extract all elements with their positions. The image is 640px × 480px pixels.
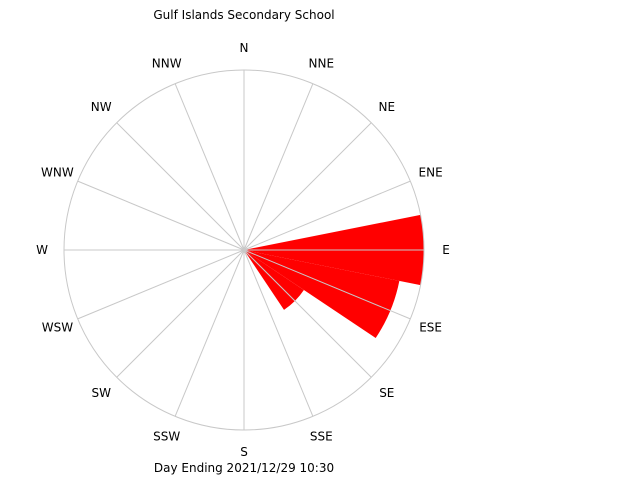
direction-label-nne: NNE [309,56,335,70]
spoke-ne [243,122,372,251]
grid-group [63,69,425,431]
direction-label-wsw: WSW [42,320,73,334]
spoke-ssw [174,249,245,417]
direction-label-ese: ESE [419,320,442,334]
wedge-ese [244,250,400,338]
direction-label-se: SE [379,386,394,400]
spoke-wnw [77,180,245,251]
chart-title: Gulf Islands Secondary School [153,8,334,22]
direction-label-wnw: WNW [41,166,74,180]
direction-label-nnw: NNW [152,56,182,70]
direction-label-e: E [442,243,450,257]
spoke-sw [116,249,245,378]
direction-label-ssw: SSW [153,430,180,444]
spoke-ene [243,180,411,251]
spoke-ese [243,249,411,320]
direction-label-ene: ENE [419,166,443,180]
direction-label-sw: SW [91,386,111,400]
spoke-sse [243,249,314,417]
direction-label-sse: SSE [310,430,333,444]
spoke-nw [116,122,245,251]
direction-label-s: S [240,445,248,459]
chart-footer: Day Ending 2021/12/29 10:30 [154,461,334,475]
spoke-se [243,249,372,378]
spoke-nnw [174,83,245,251]
direction-label-w: W [36,243,48,257]
direction-labels: N NNE NE ENE E ESE SE SSE S SSW SW WSW W WNW NW NNW [36,41,450,459]
direction-label-nw: NW [91,100,112,114]
spoke-wsw [77,249,245,320]
direction-label-ne: NE [379,100,396,114]
spoke-nne [243,83,314,251]
direction-label-n: N [240,41,249,55]
